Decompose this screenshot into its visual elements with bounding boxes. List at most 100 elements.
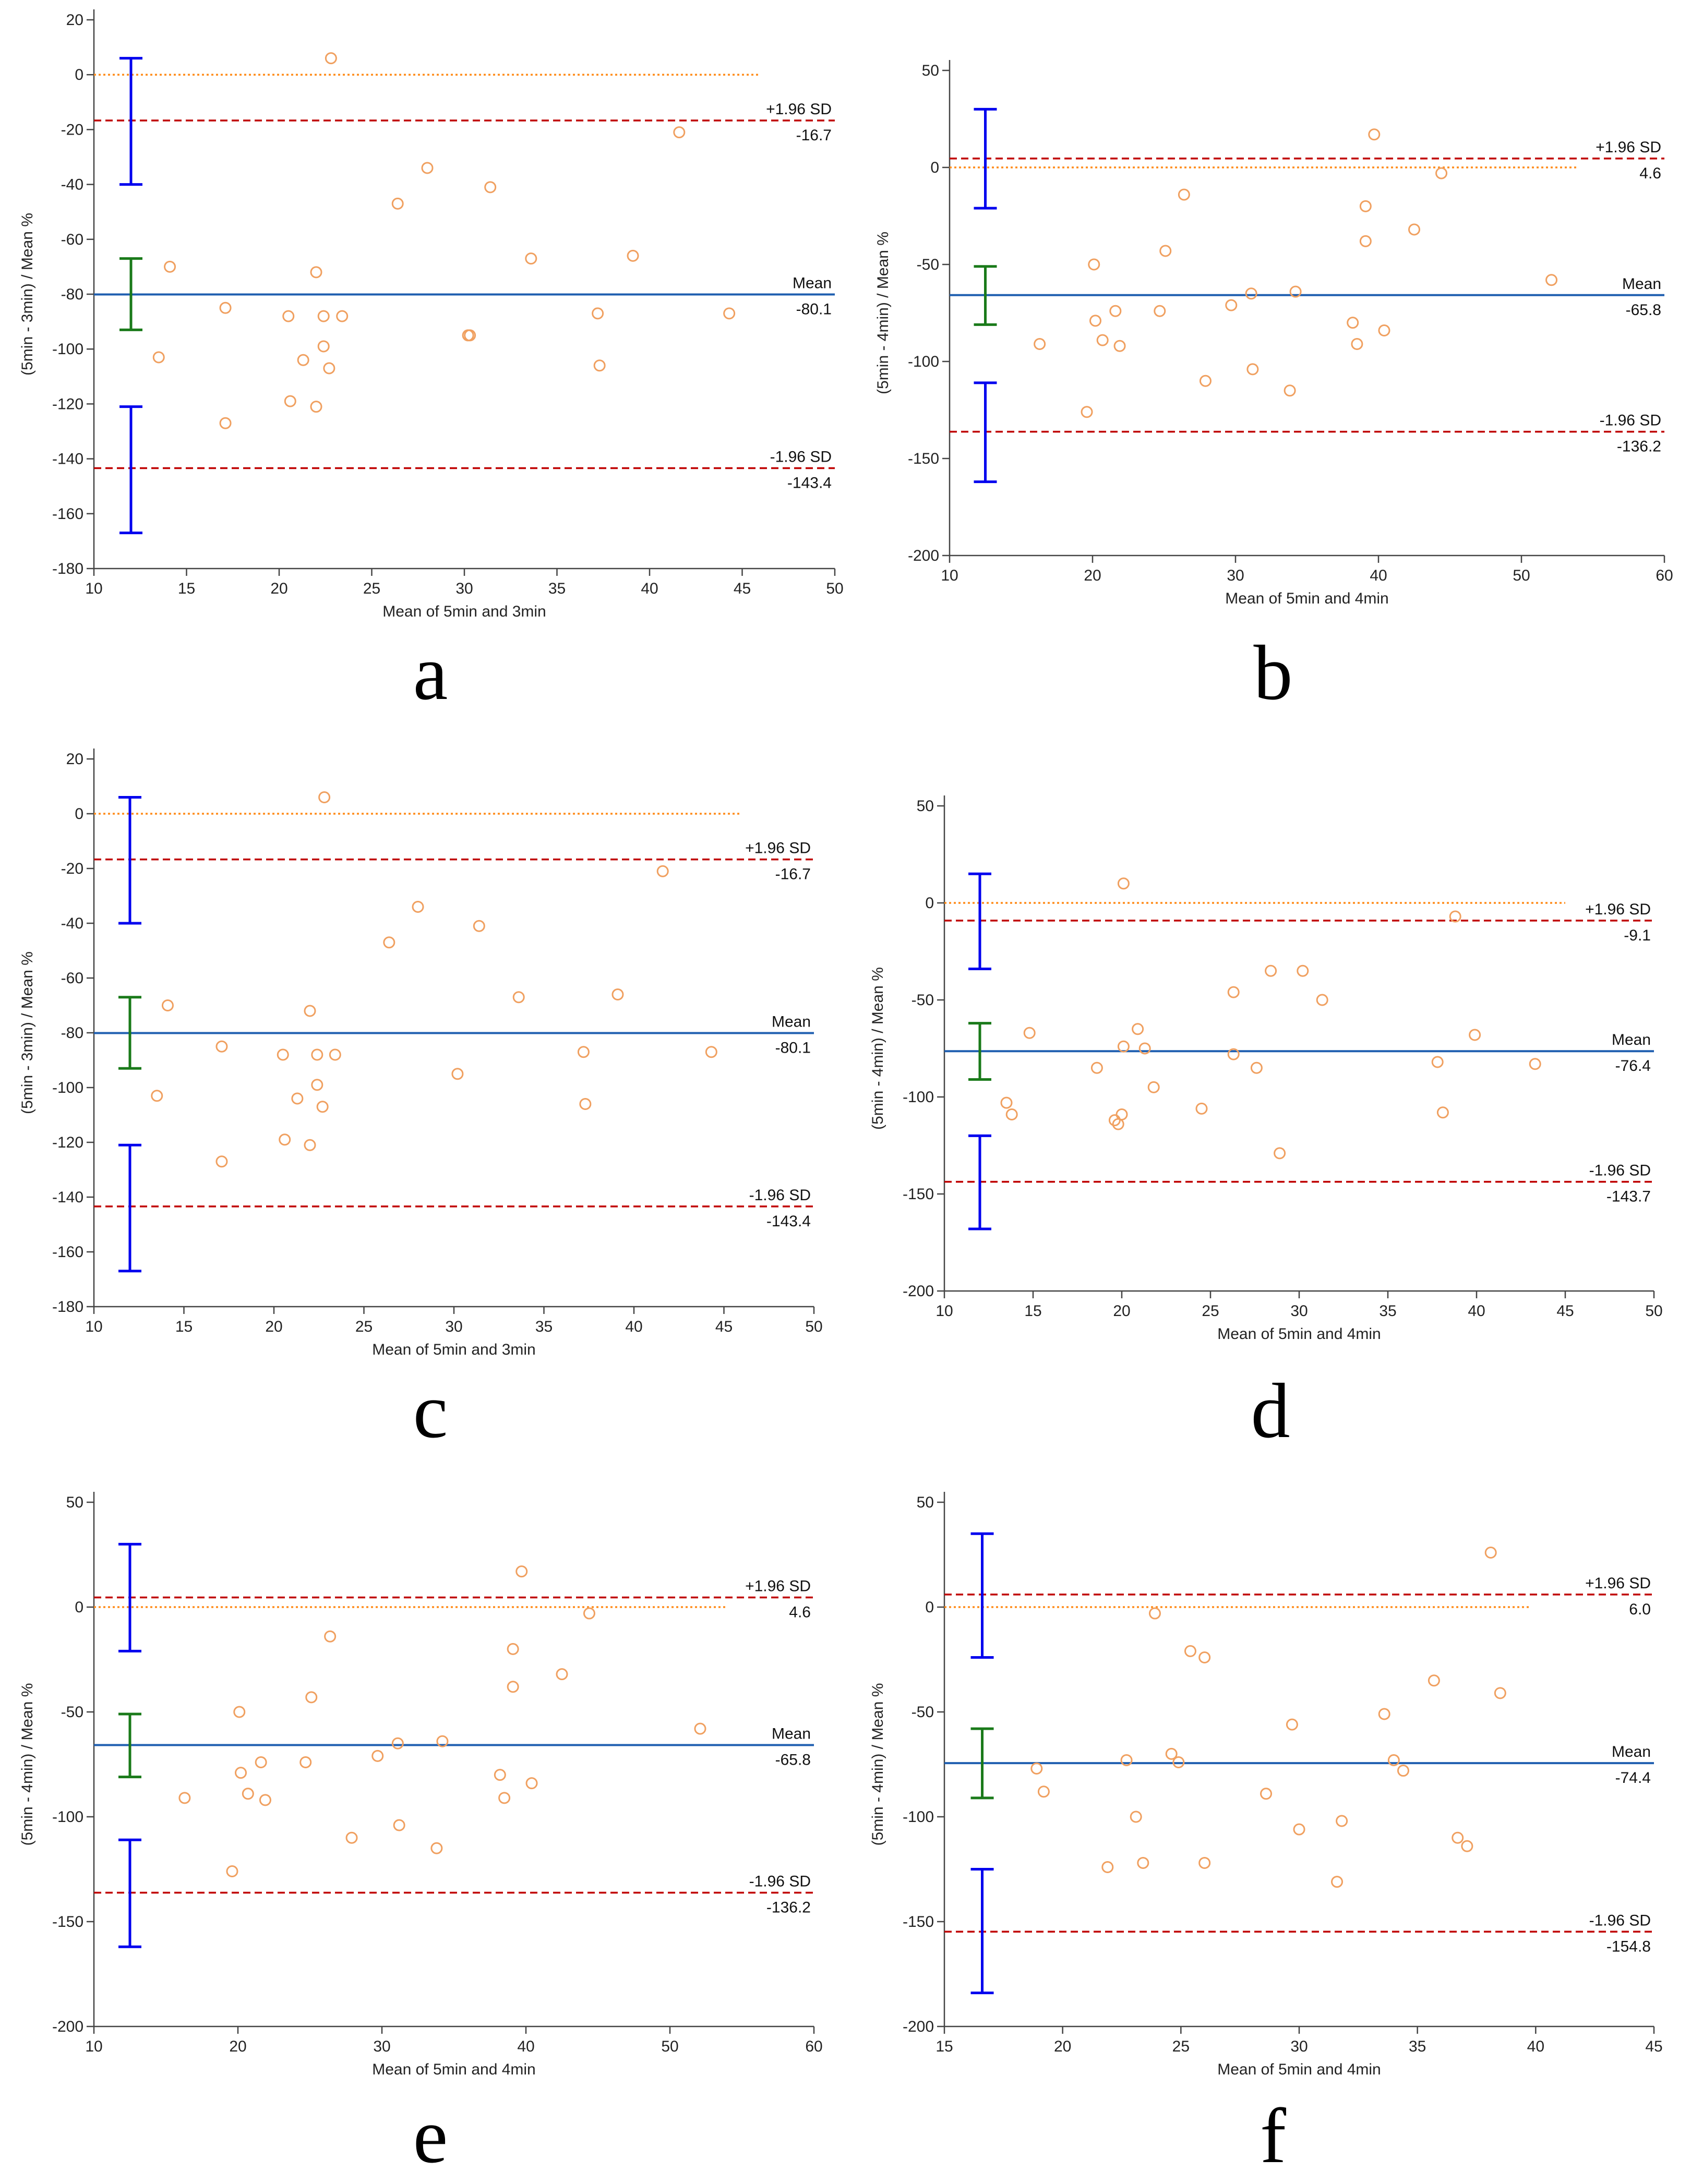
x-tick-label: 50 (1513, 567, 1530, 584)
data-point (1000, 1096, 1013, 1109)
x-tick-label: 40 (641, 580, 658, 597)
panel-letter: d (1251, 1368, 1290, 1454)
data-point (1096, 334, 1109, 346)
mean-label: Mean (1612, 1031, 1651, 1048)
x-tick-label: 40 (625, 1318, 642, 1335)
data-point (1030, 1763, 1043, 1775)
data-point (318, 791, 331, 803)
y-tick-label: -180 (52, 1298, 83, 1316)
data-point (1250, 1061, 1263, 1074)
mean-value: -74.4 (1615, 1769, 1651, 1787)
data-point (1331, 1876, 1344, 1888)
panel-letter: a (413, 630, 448, 716)
lower-loa-value: -143.4 (787, 474, 832, 491)
x-tick-label: 25 (1202, 1302, 1219, 1320)
data-point (1408, 223, 1420, 236)
data-point (311, 1048, 323, 1061)
data-point (507, 1681, 519, 1693)
data-point (291, 1092, 304, 1105)
mean-label: Mean (793, 275, 832, 292)
y-tick-label: -200 (52, 2018, 83, 2035)
y-tick-label: -150 (903, 1913, 934, 1930)
x-tick-label: 30 (373, 2038, 390, 2055)
data-point (512, 991, 525, 1004)
mean-value: -80.1 (796, 301, 832, 318)
data-point (1130, 1811, 1142, 1823)
data-point (242, 1788, 254, 1800)
data-point (1347, 317, 1359, 329)
y-tick-label: -40 (61, 176, 83, 194)
x-tick-label: 10 (936, 1302, 953, 1320)
data-point (1154, 305, 1166, 317)
y-tick-label: -20 (61, 860, 83, 877)
data-point (1227, 1048, 1240, 1060)
y-tick-label: -80 (61, 286, 83, 303)
x-tick-label: 40 (1370, 567, 1387, 584)
y-tick-label: -50 (917, 256, 939, 273)
lower-loa-label: -1.96 SD (1600, 412, 1661, 429)
data-point (1378, 324, 1390, 336)
x-tick-label: 10 (85, 2038, 102, 2055)
data-point (1132, 1023, 1144, 1035)
data-point (577, 1046, 590, 1058)
lower-loa-label: -1.96 SD (749, 1873, 811, 1890)
data-point (1529, 1058, 1541, 1070)
data-point (1138, 1042, 1151, 1055)
x-tick-label: 20 (1113, 1302, 1130, 1320)
y-axis-title: (5min - 3min) / Mean % (19, 951, 36, 1114)
y-tick-label: 0 (930, 159, 939, 176)
x-axis-title: Mean of 5min and 4min (1217, 2061, 1381, 2078)
lower-loa-value: -136.2 (1617, 438, 1661, 455)
x-tick-label: 30 (445, 1318, 462, 1335)
x-tick-label: 40 (1527, 2038, 1544, 2055)
x-tick-label: 15 (178, 580, 195, 597)
data-point (1316, 994, 1328, 1006)
x-tick-label: 30 (1290, 1302, 1308, 1320)
x-tick-label: 60 (805, 2038, 822, 2055)
data-point (299, 1756, 312, 1768)
data-point (484, 181, 497, 194)
x-tick-label: 10 (85, 1318, 102, 1335)
data-point (178, 1792, 191, 1804)
upper-loa-value: -16.7 (796, 127, 832, 144)
data-point (494, 1769, 506, 1781)
data-point (705, 1046, 717, 1058)
data-point (498, 1792, 511, 1804)
data-point (1172, 1756, 1185, 1768)
data-point (1469, 1029, 1481, 1041)
data-point (1435, 167, 1448, 179)
data-point (323, 362, 335, 375)
y-tick-label: -200 (908, 547, 939, 564)
y-tick-label: -80 (61, 1024, 83, 1042)
lower-loa-value: -154.8 (1606, 1938, 1651, 1955)
data-point (673, 126, 686, 139)
x-tick-label: 40 (517, 2038, 534, 2055)
data-point (1293, 1823, 1305, 1836)
x-axis-title: Mean of 5min and 3min (372, 1341, 536, 1358)
data-point (317, 310, 330, 322)
data-point (579, 1098, 592, 1110)
data-point (1387, 1754, 1400, 1766)
x-tick-label: 50 (661, 2038, 678, 2055)
mean-label: Mean (1622, 275, 1661, 293)
data-point (412, 901, 424, 913)
x-tick-label: 10 (941, 567, 958, 584)
data-point (723, 307, 736, 320)
data-point (1165, 1747, 1178, 1760)
y-tick-label: 0 (925, 1599, 934, 1616)
x-tick-label: 50 (826, 580, 843, 597)
data-point (1198, 1651, 1211, 1663)
panel-letter: e (413, 2093, 448, 2179)
lower-loa-value: -143.4 (766, 1213, 811, 1230)
x-axis-title: Mean of 5min and 3min (382, 603, 546, 620)
y-axis-title: (5min - 4min) / Mean % (869, 1683, 886, 1846)
y-tick-label: -40 (61, 915, 83, 932)
data-point (324, 1630, 337, 1643)
x-tick-label: 15 (1024, 1302, 1041, 1320)
y-tick-label: -100 (52, 1079, 83, 1096)
upper-loa-label: +1.96 SD (1585, 1575, 1651, 1592)
lower-loa-label: -1.96 SD (770, 448, 832, 465)
data-point (1378, 1708, 1390, 1720)
